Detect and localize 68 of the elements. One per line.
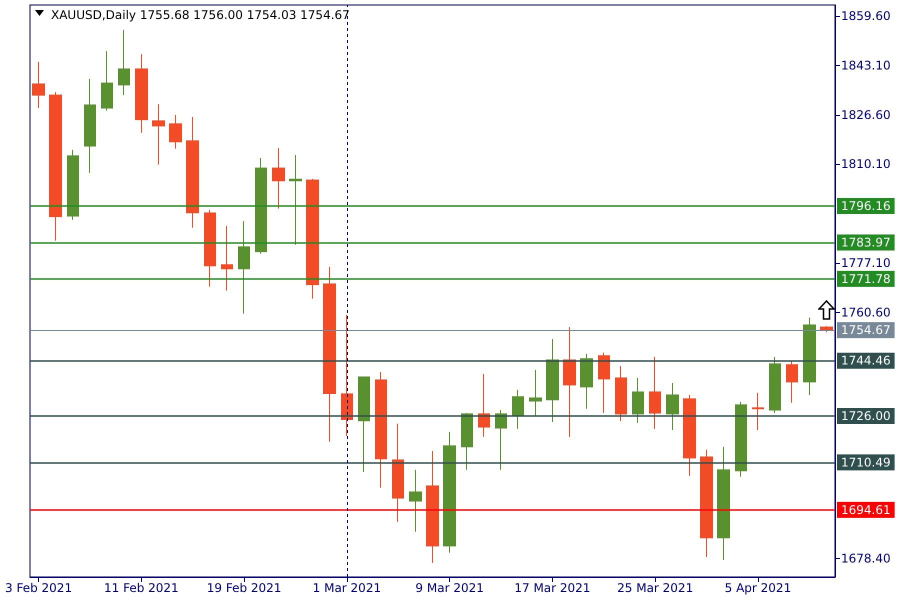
candlestick	[649, 356, 661, 430]
ref-line-label: 1754.67	[841, 323, 891, 338]
candlestick	[341, 314, 353, 437]
candlestick	[221, 225, 233, 292]
candlestick	[752, 392, 764, 431]
y-tick-label: 1760.60	[841, 305, 891, 320]
x-tick-label: 9 Mar 2021	[415, 581, 484, 595]
x-tick-label: 11 Feb 2021	[104, 581, 179, 595]
candlestick	[426, 450, 439, 564]
chart-title: XAUUSD,Daily 1755.68 1756.00 1754.03 1754.67	[51, 8, 350, 22]
candlestick	[580, 354, 593, 410]
candlestick	[683, 394, 696, 476]
candlestick	[323, 266, 336, 442]
candlestick	[563, 326, 576, 438]
x-tick-label: 3 Feb 2021	[5, 581, 72, 595]
x-tick-label: 25 Mar 2021	[617, 581, 694, 595]
candlestick	[67, 149, 79, 220]
y-tick-label: 1859.60	[841, 9, 891, 24]
ref-line-label: 1710.49	[841, 455, 891, 470]
ref-line-label: 1744.46	[841, 354, 891, 368]
candlestick	[186, 116, 199, 228]
x-tick-label: 5 Apr 2021	[724, 581, 792, 595]
candlestick	[101, 50, 113, 112]
candlestick	[289, 154, 302, 246]
candlestick	[546, 338, 559, 422]
candlestick	[443, 431, 456, 554]
candlestick	[272, 148, 285, 210]
candlestick	[169, 114, 182, 150]
candlestick	[529, 369, 542, 416]
ref-line-label: 1796.16	[841, 198, 891, 213]
candlestick	[84, 78, 96, 174]
candlestick	[392, 423, 404, 522]
ref-line-label: 1726.00	[841, 408, 891, 423]
candlestick	[375, 371, 387, 488]
candlestick	[461, 412, 473, 470]
candlestick	[615, 365, 627, 422]
candlestick	[135, 54, 148, 134]
candlestick	[306, 178, 319, 300]
candlestick	[358, 376, 370, 472]
y-tick-label: 1826.60	[841, 108, 891, 122]
y-tick-label: 1777.10	[841, 256, 891, 270]
candlestick	[152, 104, 165, 166]
candlestick	[204, 210, 216, 288]
candlestick	[32, 61, 45, 108]
candlestick	[786, 360, 798, 404]
candlestick	[255, 157, 267, 254]
candlestick	[238, 220, 250, 314]
ref-line-label: 1783.97	[841, 235, 891, 250]
y-tick-label: 1678.40	[841, 551, 891, 566]
candlestick	[118, 29, 130, 96]
candlestick	[409, 469, 422, 532]
ref-line-label: 1771.78	[841, 272, 891, 286]
candlestick	[49, 92, 62, 242]
y-tick-label: 1843.10	[841, 58, 891, 72]
x-tick-label: 1 Mar 2021	[312, 581, 382, 595]
candlestick	[717, 446, 730, 560]
ref-line-label: 1694.61	[841, 502, 891, 517]
candlestick	[735, 401, 747, 478]
candlestick	[769, 356, 781, 414]
x-tick-label: 19 Feb 2021	[206, 581, 282, 595]
x-tick-label: 17 Mar 2021	[514, 581, 590, 595]
candlestick	[666, 382, 679, 431]
candlestick	[700, 449, 713, 558]
candlestick	[803, 317, 816, 396]
candlestick	[598, 352, 610, 414]
candlestick	[512, 389, 524, 430]
candlestick	[632, 377, 644, 424]
y-tick-label: 1810.10	[841, 157, 891, 172]
